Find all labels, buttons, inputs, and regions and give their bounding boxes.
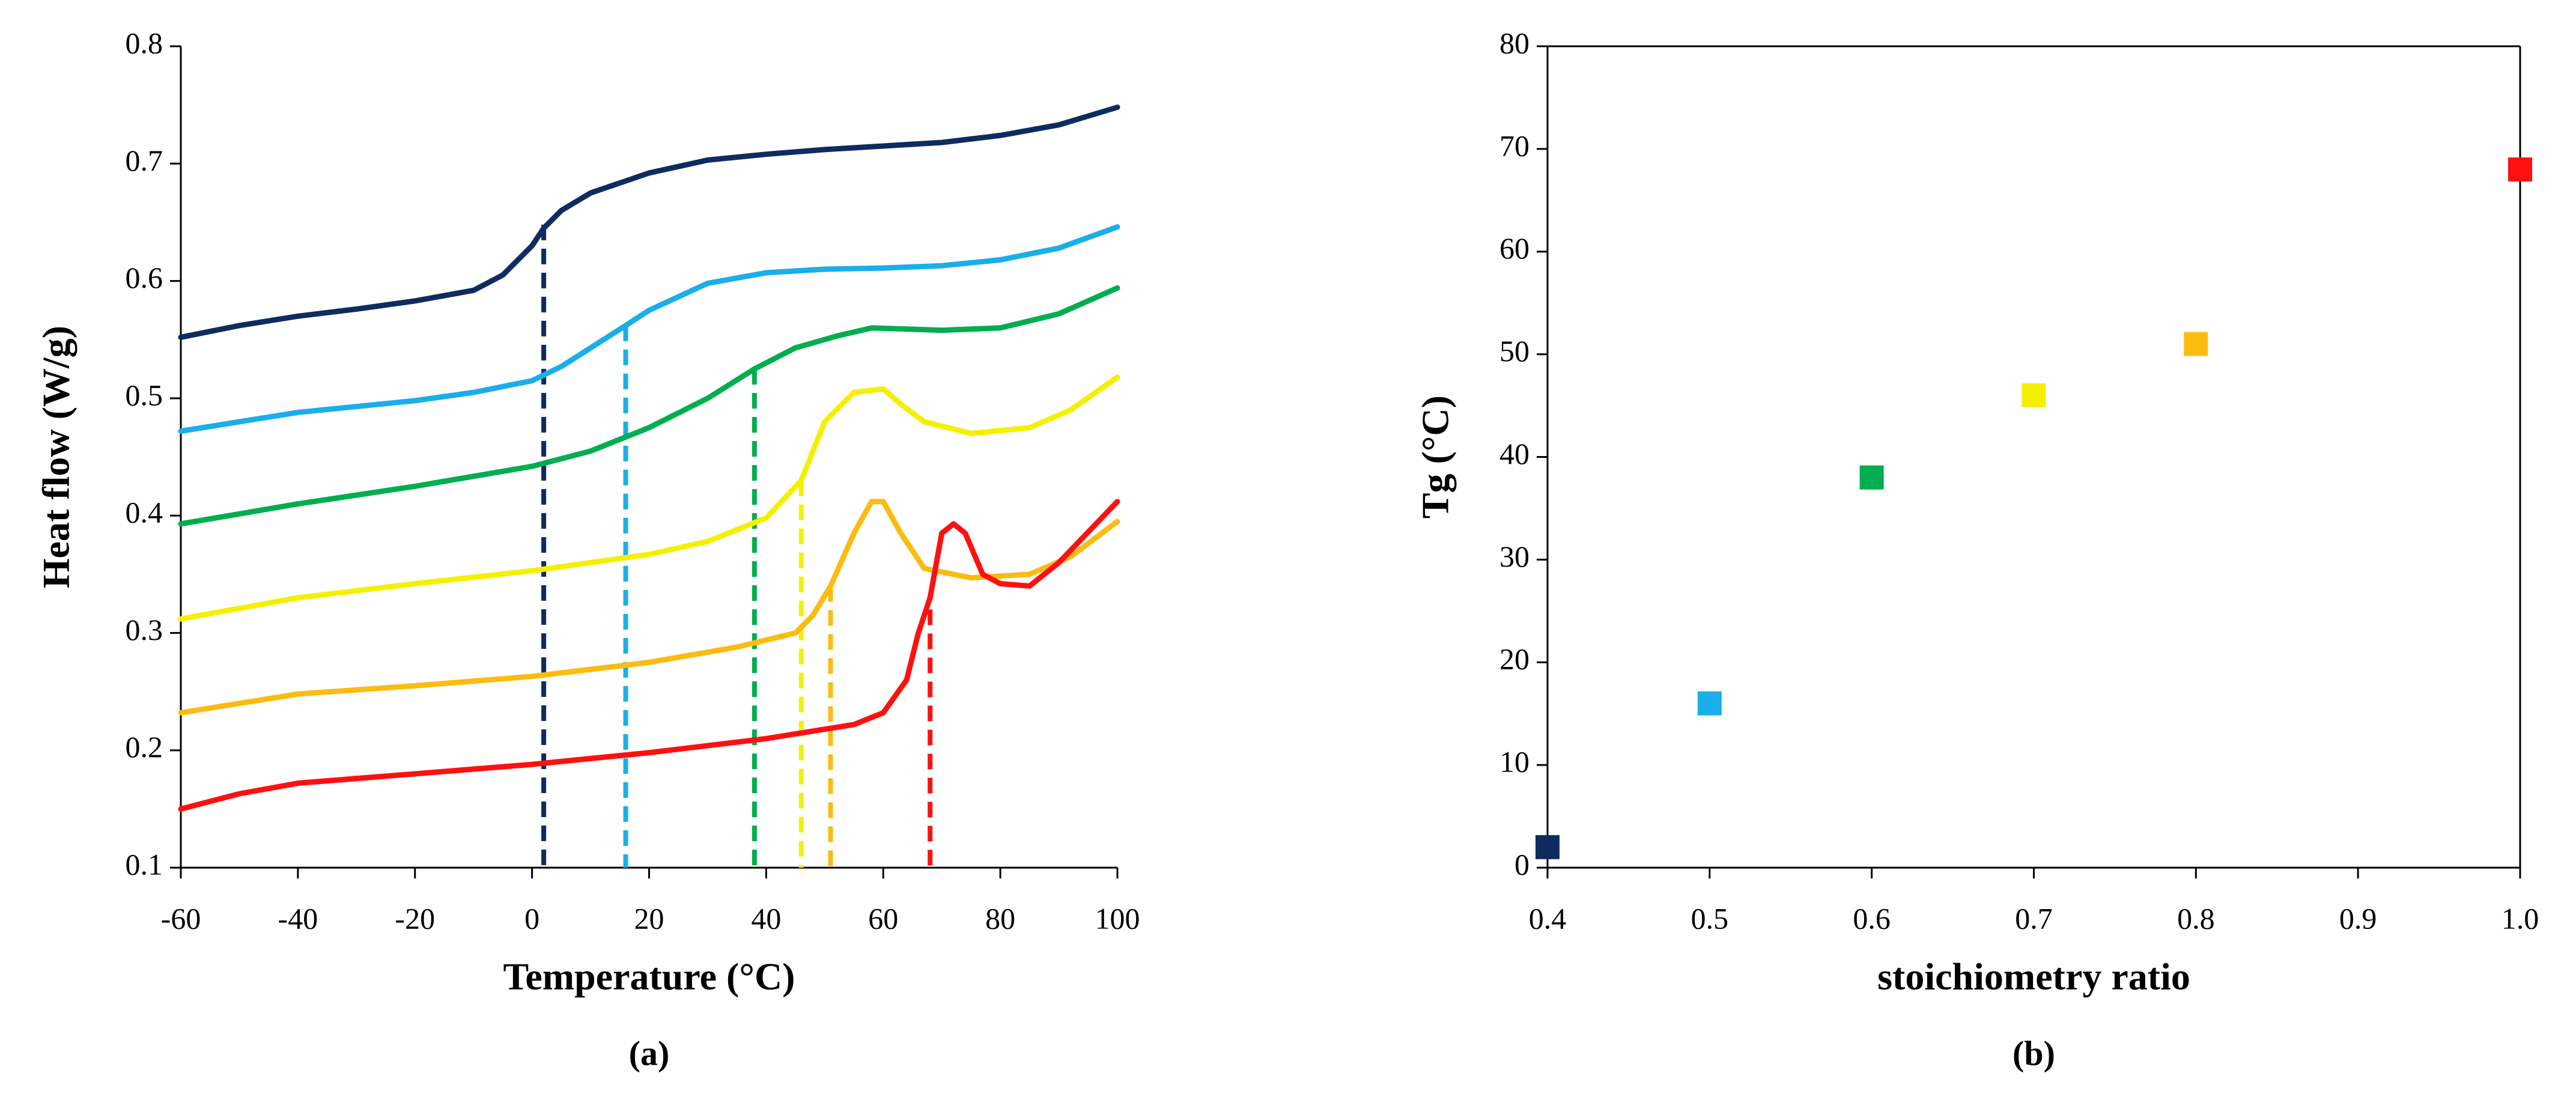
y-tick-label: 0.4 <box>126 496 163 529</box>
y-tick-label: 0.3 <box>126 613 163 647</box>
x-tick-label: 40 <box>751 901 781 935</box>
x-tick-label: 0.4 <box>1529 901 1567 935</box>
y-tick-label: 10 <box>1499 745 1530 779</box>
x-tick-label: 0.6 <box>1853 901 1891 935</box>
y-tick-label: 50 <box>1499 334 1530 368</box>
series-line <box>178 499 1120 716</box>
y-axis-title: Tg (°C) <box>1414 395 1457 519</box>
y-tick-label: 0.8 <box>126 26 163 59</box>
point <box>1697 691 1722 716</box>
point <box>1536 835 1560 859</box>
x-axis-title: Temperature (°C) <box>503 955 795 998</box>
series-line <box>178 285 1120 527</box>
x-axis-title: stoichiometry ratio <box>1877 955 2190 998</box>
y-tick-label: 80 <box>1499 26 1530 59</box>
y-tick-label: 0 <box>1514 847 1530 881</box>
x-tick-label: 0 <box>524 901 539 935</box>
x-tick-label: -40 <box>278 901 318 935</box>
caption: (b) <box>2012 1034 2055 1073</box>
y-tick-label: 0.2 <box>126 730 163 764</box>
x-tick-label: 0.8 <box>2177 901 2215 935</box>
x-tick-label: -60 <box>161 901 201 935</box>
point <box>2022 383 2046 407</box>
y-tick-label: 40 <box>1499 437 1530 470</box>
y-tick-label: 30 <box>1499 540 1530 573</box>
y-tick-label: 0.6 <box>126 261 163 294</box>
panel: 0 10 20 30 40 50 60 70 80 0.4 0.5 0.6 0.7 0.8 0.9 1.0 st… <box>1414 26 2539 1073</box>
panel: 0.1 0.2 0.3 0.4 0.5 0.6 0.7 0.8 -60 -40 -20 0 20 40 60… <box>35 26 1140 1073</box>
x-tick-label: 1.0 <box>2502 901 2539 935</box>
x-tick-label: 0.5 <box>1691 901 1729 935</box>
x-tick-label: 100 <box>1095 901 1140 935</box>
x-tick-label: 0.9 <box>2339 901 2377 935</box>
y-tick-label: 0.1 <box>126 847 163 881</box>
y-tick-label: 20 <box>1499 642 1530 676</box>
point <box>2508 157 2532 182</box>
series-line <box>178 224 1120 434</box>
point <box>1859 465 1884 490</box>
x-tick-label: 80 <box>985 901 1015 935</box>
series-line <box>178 499 1120 812</box>
series-line <box>178 374 1120 622</box>
y-tick-label: 0.5 <box>126 378 163 412</box>
x-tick-label: 20 <box>634 901 664 935</box>
y-tick-label: 0.7 <box>126 144 163 177</box>
y-tick-label: 70 <box>1499 129 1530 162</box>
x-tick-label: 60 <box>868 901 898 935</box>
y-axis-title: Heat flow (W/g) <box>35 326 77 588</box>
point <box>2184 332 2208 356</box>
caption: (a) <box>629 1034 670 1073</box>
x-tick-label: -20 <box>395 901 435 935</box>
y-tick-label: 60 <box>1499 231 1530 265</box>
x-tick-label: 0.7 <box>2015 901 2053 935</box>
series-line <box>178 105 1120 340</box>
